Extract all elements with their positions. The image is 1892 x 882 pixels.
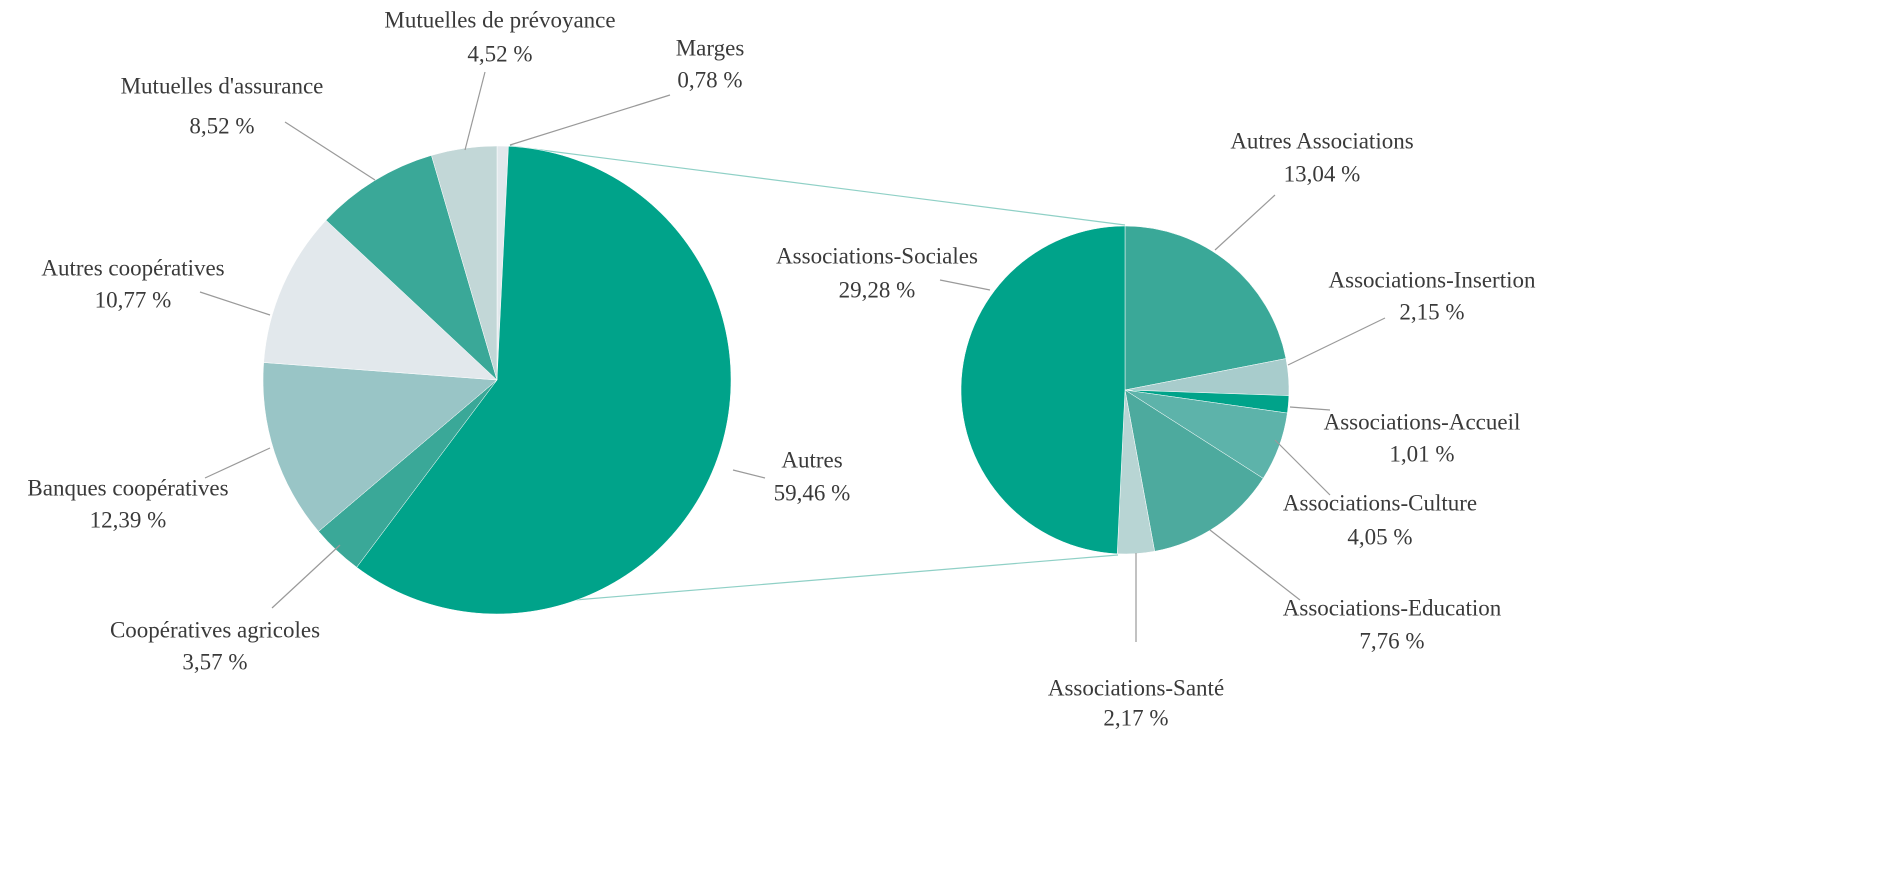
slice-label: Associations-Culture: [1283, 490, 1477, 515]
pie-slice: [1124, 389, 1264, 552]
slice-label: Autres coopératives: [41, 255, 224, 280]
pie-slice: [356, 146, 732, 615]
slice-value-label: 0,78 %: [677, 67, 742, 92]
slice-value-label: 10,77 %: [95, 287, 172, 312]
slice-value-label: 2,15 %: [1399, 299, 1464, 324]
pie-slice: [263, 219, 498, 381]
slice-value-label: 3,57 %: [182, 649, 247, 674]
leader-line: [509, 94, 671, 146]
leader-line: [1287, 317, 1386, 366]
leader-line: [284, 121, 376, 181]
connector-line: [574, 554, 1119, 601]
slice-value-label: 12,39 %: [90, 507, 167, 532]
pie-slice: [960, 225, 1126, 555]
slice-label: Banques coopératives: [27, 475, 228, 500]
slice-value-label: 8,52 %: [189, 113, 254, 138]
leader-line: [1289, 406, 1331, 411]
pie-slice: [1124, 225, 1287, 391]
slice-label: Mutuelles de prévoyance: [384, 7, 615, 32]
slice-label: Associations-Accueil: [1324, 409, 1521, 434]
pie-slice: [325, 155, 498, 381]
slice-label: Associations-Sociales: [776, 243, 978, 268]
connector-line: [509, 145, 1126, 226]
slice-label: Mutuelles d'assurance: [121, 73, 324, 98]
slice-label: Associations-Education: [1283, 595, 1502, 620]
leader-line: [204, 447, 271, 479]
leader-line: [1209, 529, 1301, 601]
slice-value-label: 7,76 %: [1359, 628, 1424, 653]
slice-value-label: 4,05 %: [1347, 524, 1412, 549]
slice-value-label: 59,46 %: [774, 480, 851, 505]
slice-label: Autres: [781, 447, 842, 472]
slice-label: Autres Associations: [1230, 128, 1413, 153]
slice-label: Marges: [676, 35, 745, 60]
leader-line: [1274, 439, 1331, 496]
slice-label: Associations-Insertion: [1329, 267, 1536, 292]
slice-value-label: 13,04 %: [1284, 161, 1361, 186]
pie-slice: [431, 145, 498, 381]
slice-label: Coopératives agricoles: [110, 617, 320, 642]
leader-line: [464, 71, 486, 151]
slice-value-label: 29,28 %: [839, 277, 916, 302]
leader-line: [732, 469, 766, 479]
slice-value-label: 4,52 %: [467, 41, 532, 66]
pie-slice: [262, 362, 498, 532]
leader-line: [1214, 194, 1276, 251]
leader-line: [199, 291, 271, 316]
slice-label: Associations-Santé: [1048, 675, 1224, 700]
leader-line: [939, 279, 991, 291]
leader-line: [271, 544, 341, 609]
slice-value-label: 1,01 %: [1389, 441, 1454, 466]
slice-value-label: 2,17 %: [1103, 705, 1168, 730]
